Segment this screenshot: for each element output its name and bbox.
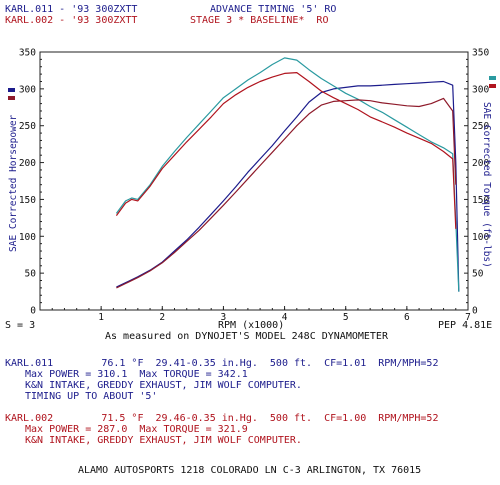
y-axis-right-label: SAE Corrected Torque (ft-lbs) [481, 102, 492, 268]
x-tick-label: 1 [98, 312, 104, 323]
legend-swatch-run1-power [8, 88, 15, 92]
x-tick-label: 2 [159, 312, 165, 323]
plot-frame [39, 51, 469, 311]
run2-info-line1: KARL.002 71.5 °F 29.46-0.35 in.Hg. 500 f… [5, 413, 439, 424]
y-tick-label-left: 50 [25, 269, 37, 280]
run2-info-line2: Max POWER = 287.0 Max TORQUE = 321.9 [25, 424, 248, 435]
legend-swatch-run1-torque [489, 76, 496, 80]
y-tick-label-right: 300 [472, 84, 489, 95]
legend-swatch-run2-power [8, 96, 15, 100]
x-tick-label: 5 [343, 312, 349, 323]
run1-info-line4: TIMING UP TO ABOUT '5' [25, 391, 158, 402]
y-tick-label-left: 100 [19, 232, 36, 243]
y-tick-label-left: 250 [19, 121, 36, 132]
chart-frame [39, 51, 469, 311]
pep-label: PEP 4.81E [438, 320, 493, 331]
series-line-karl002-power [116, 97, 457, 289]
y-tick-label-left: 350 [19, 48, 36, 59]
series-line-karl002-torque [115, 71, 457, 229]
smoothing-label: S = 3 [5, 320, 36, 331]
series-line-karl011-power [116, 80, 460, 292]
x-tick-label: 6 [404, 312, 410, 323]
y-tick-label-left: 150 [19, 195, 36, 206]
series-line-karl011-torque [115, 57, 460, 292]
run1-info-line2: Max POWER = 310.1 Max TORQUE = 342.1 [25, 369, 248, 380]
y-axis-left-label: SAE Corrected Horsepower [8, 114, 19, 252]
y-tick-label-left: 200 [19, 158, 36, 169]
run1-header: KARL.011 - '93 300ZXTT [5, 4, 138, 15]
y-tick-label-right: 200 [472, 158, 489, 169]
legend-swatch-run2-torque [489, 84, 496, 88]
measured-note: As measured on DYNOJET'S MODEL 248C DYNA… [105, 331, 388, 342]
chart-ticks: 0 0 50 50 100 100 150 150 200 200 250 250 300 300 350 3… [19, 48, 490, 324]
dyno-chart: 0 0 50 50 100 100 150 150 200 200 250 250 300 300 350 3… [19, 48, 490, 324]
title-line1: ADVANCE TIMING '5' RO [210, 4, 337, 15]
y-tick-label-left: 0 [30, 306, 36, 317]
run2-header: KARL.002 - '93 300ZXTT [5, 15, 138, 26]
y-tick-label-left: 300 [19, 84, 36, 95]
x-axis-label: RPM (x1000) [218, 320, 285, 331]
run2-info-line3: K&N INTAKE, GREDDY EXHAUST, JIM WOLF COM… [25, 435, 302, 446]
y-tick-label-right: 100 [472, 232, 489, 243]
y-tick-label-right: 0 [472, 306, 478, 317]
footer-address: ALAMO AUTOSPORTS 1218 COLORADO LN C-3 AR… [78, 465, 422, 476]
run1-info-line3: K&N INTAKE, GREDDY EXHAUST, JIM WOLF COM… [25, 380, 302, 391]
x-tick-label: 7 [465, 312, 471, 323]
x-tick-label: 4 [282, 312, 288, 323]
run1-info-line1: KARL.011 76.1 °F 29.41-0.35 in.Hg. 500 f… [5, 358, 439, 369]
title-line2: STAGE 3 * BASELINE* RO [190, 15, 329, 26]
x-tick-label: 3 [221, 312, 227, 323]
y-tick-label-right: 150 [472, 195, 489, 206]
y-tick-label-right: 350 [472, 48, 489, 59]
chart-series [115, 57, 460, 292]
y-tick-label-right: 50 [472, 269, 484, 280]
y-tick-label-right: 250 [472, 121, 489, 132]
